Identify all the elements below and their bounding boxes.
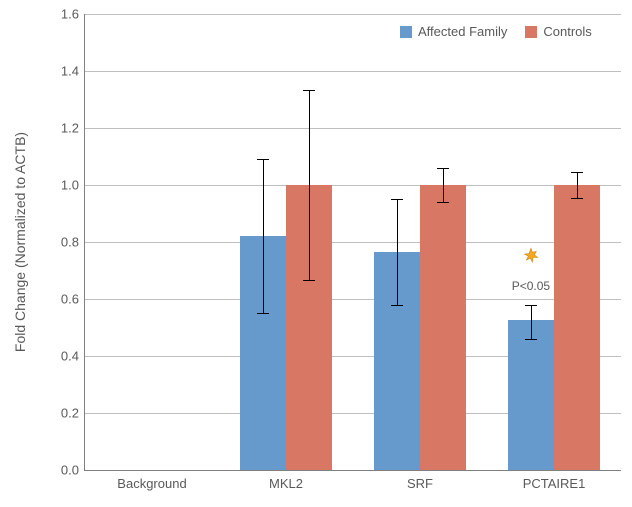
error-bar-cap [257,159,269,160]
error-bar-cap [257,313,269,314]
error-bar [309,90,310,281]
gridline [85,299,621,300]
bar [508,320,554,470]
significance-star-icon [523,247,539,268]
y-tick-label: 1.6 [61,7,85,22]
error-bar [443,168,444,202]
y-tick-label: 1.0 [61,178,85,193]
error-bar-cap [303,280,315,281]
legend-label: Controls [543,24,591,39]
error-bar [263,159,264,313]
error-bar-cap [391,305,403,306]
y-tick-label: 1.4 [61,64,85,79]
error-bar-cap [571,172,583,173]
error-bar-cap [303,90,315,91]
error-bar-cap [525,339,537,340]
legend: Affected Family Controls [400,24,592,39]
bar [420,185,466,470]
y-tick-label: 0.0 [61,463,85,478]
y-tick-label: 0.2 [61,406,85,421]
x-category-label: PCTAIRE1 [523,470,586,491]
error-bar [577,172,578,198]
legend-item: Affected Family [400,24,507,39]
error-bar [397,199,398,304]
gridline [85,185,621,186]
x-category-label: SRF [407,470,433,491]
y-tick-label: 0.4 [61,349,85,364]
y-tick-label: 1.2 [61,121,85,136]
gridline [85,71,621,72]
y-tick-label: 0.6 [61,292,85,307]
legend-swatch [400,26,412,38]
legend-swatch [525,26,537,38]
legend-item: Controls [525,24,591,39]
legend-label: Affected Family [418,24,507,39]
x-category-label: MKL2 [269,470,303,491]
error-bar-cap [391,199,403,200]
y-axis-title: Fold Change (Normalized to ACTB) [12,132,28,352]
y-tick-label: 0.8 [61,235,85,250]
plot-area: 0.00.20.40.60.81.01.21.41.6BackgroundMKL… [84,14,621,471]
x-category-label: Background [117,470,186,491]
gridline [85,242,621,243]
annotation-text: P<0.05 [512,279,550,293]
error-bar-cap [437,202,449,203]
error-bar-cap [525,305,537,306]
error-bar-cap [437,168,449,169]
gridline [85,128,621,129]
bar [554,185,600,470]
error-bar-cap [571,198,583,199]
gridline [85,14,621,15]
error-bar [531,305,532,339]
